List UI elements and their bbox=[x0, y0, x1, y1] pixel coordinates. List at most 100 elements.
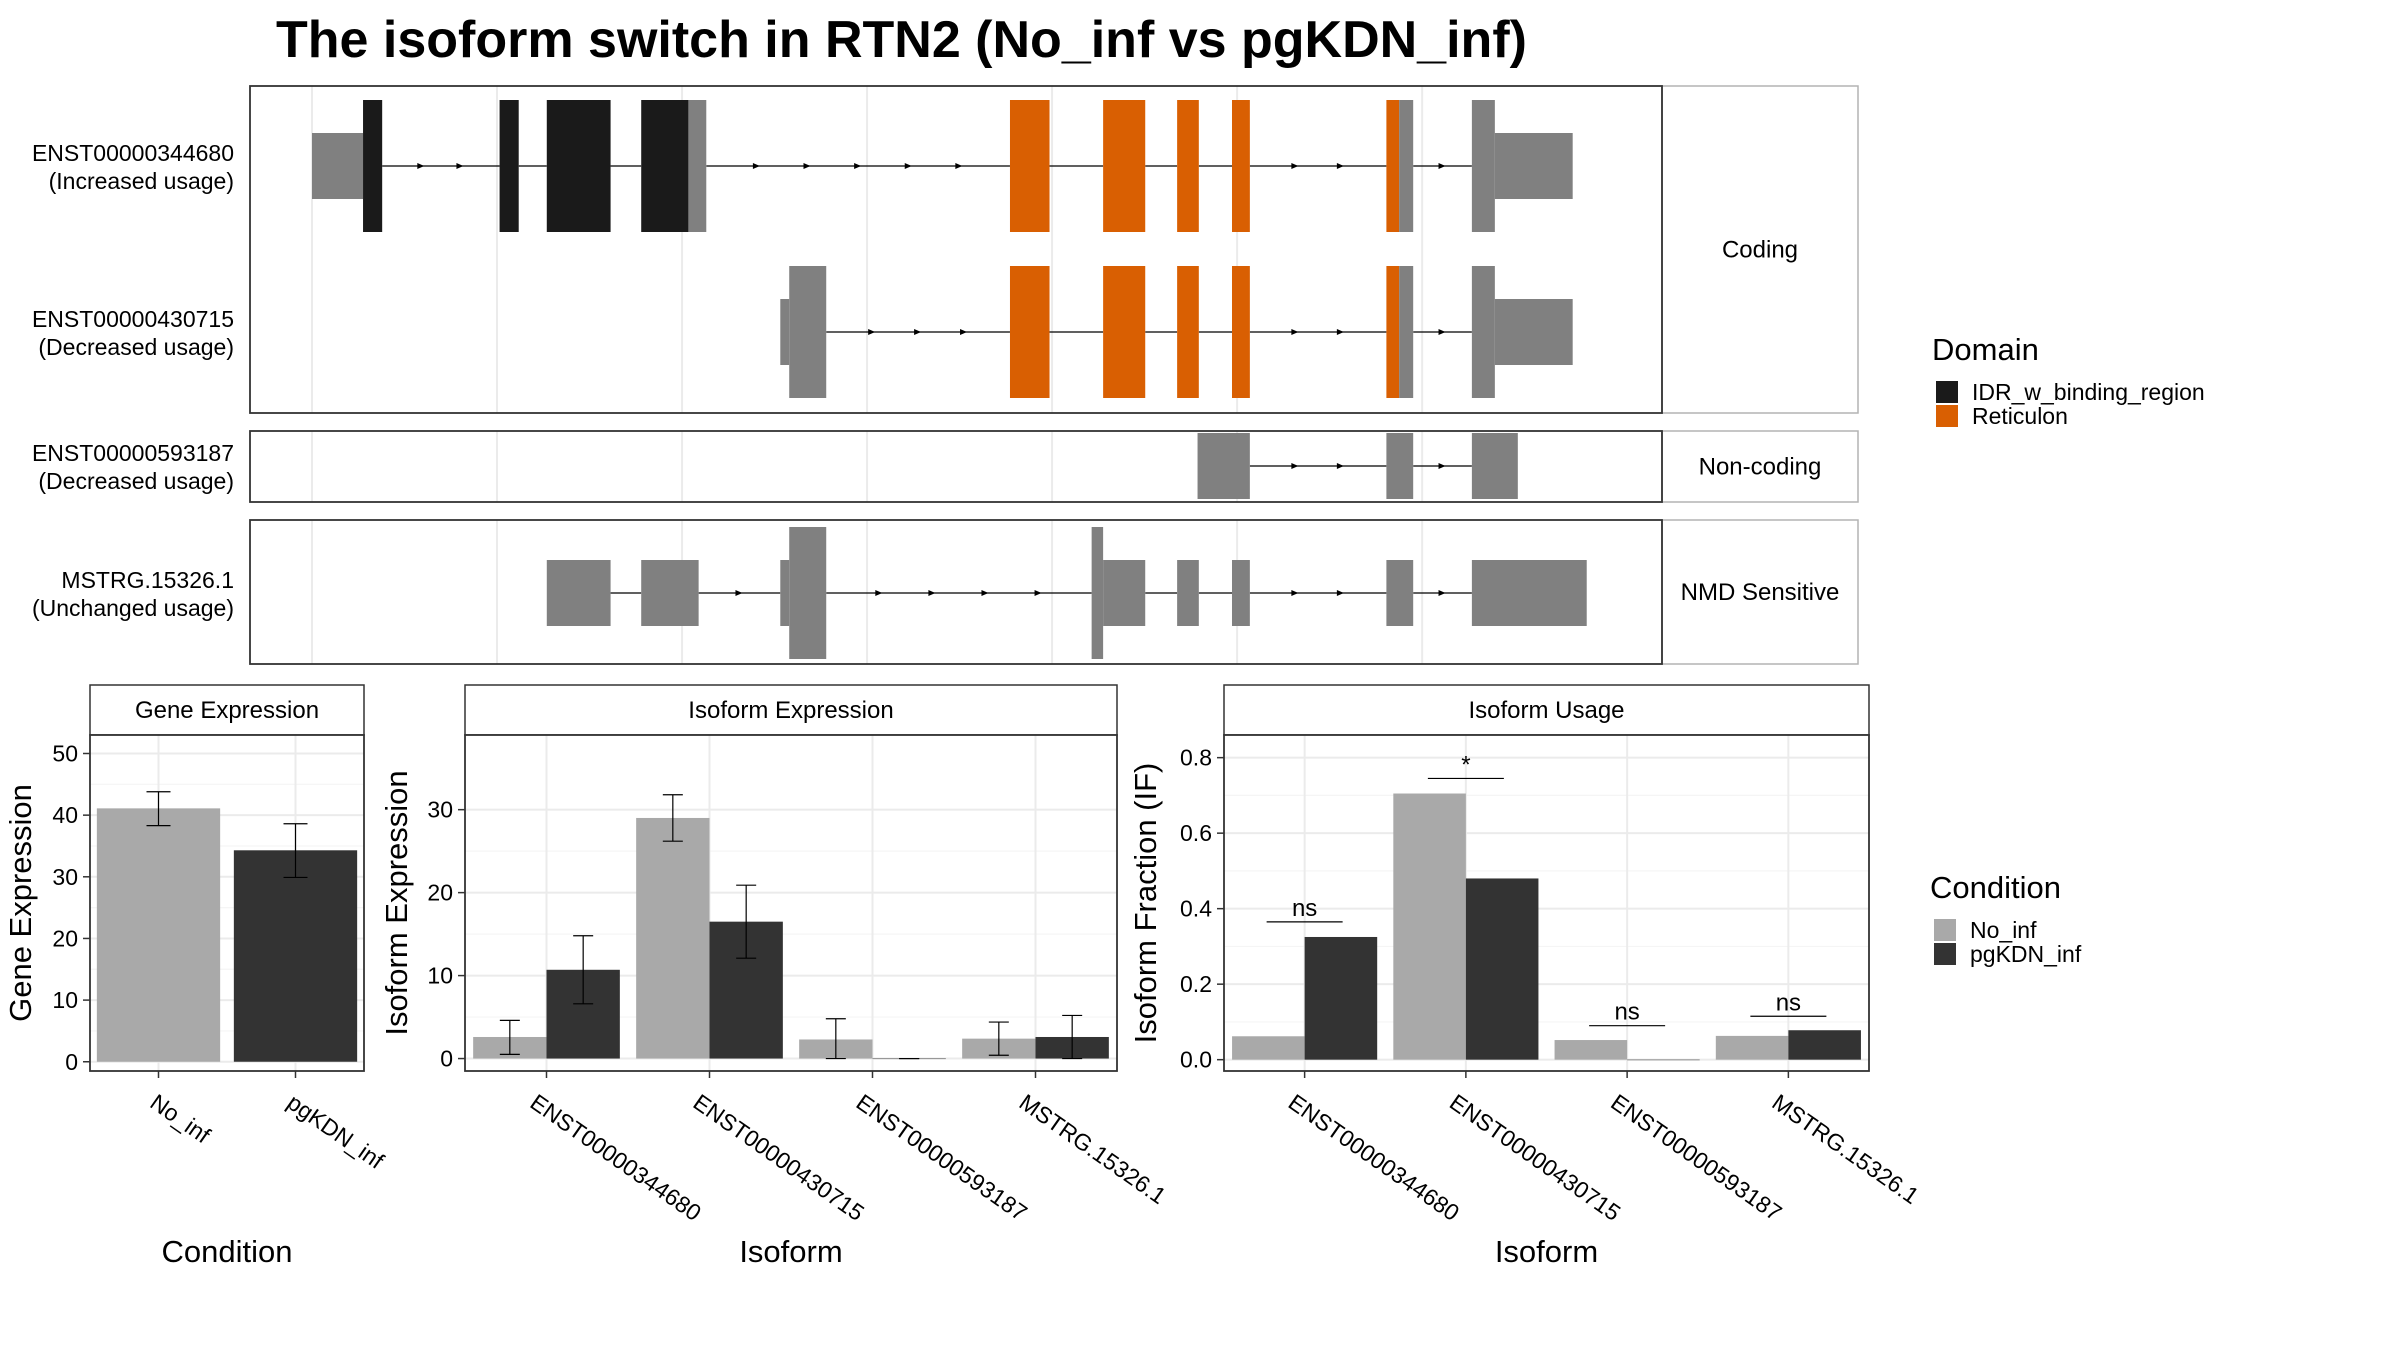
panel-strip-label: Isoform Expression bbox=[688, 697, 893, 724]
intron-arrow bbox=[981, 590, 989, 596]
panel-strip-label: Isoform Usage bbox=[1468, 697, 1624, 724]
transcript-usage-label: (Decreased usage) bbox=[38, 468, 234, 494]
utr-exon bbox=[1471, 433, 1518, 499]
condition-legend-swatch bbox=[1934, 943, 1956, 965]
intron-arrow bbox=[735, 590, 743, 596]
reticulon-domain-exon bbox=[1009, 100, 1050, 232]
y-tick-label: 10 bbox=[427, 963, 453, 989]
coding-exon bbox=[1471, 266, 1495, 398]
intron-arrow bbox=[1438, 590, 1446, 596]
utr-exon bbox=[780, 560, 790, 626]
y-tick-label: 0.0 bbox=[1180, 1047, 1212, 1073]
x-axis-title: Condition bbox=[162, 1234, 293, 1269]
y-tick-label: 40 bbox=[52, 802, 78, 828]
bar-no-inf bbox=[1715, 1035, 1789, 1060]
transcript-id-label: ENST00000430715 bbox=[32, 306, 234, 332]
utr-exon bbox=[546, 560, 611, 626]
intron-arrow bbox=[752, 163, 760, 169]
panel-border bbox=[464, 734, 1118, 1072]
panel-strip bbox=[89, 684, 365, 736]
structure-panel-border bbox=[249, 519, 1663, 665]
transcript-usage-label: (Unchanged usage) bbox=[32, 595, 234, 621]
transcript-usage-label: (Decreased usage) bbox=[38, 334, 234, 360]
figure-title: The isoform switch in RTN2 (No_inf vs pg… bbox=[276, 11, 1527, 69]
transcript-id-label: MSTRG.15326.1 bbox=[61, 567, 234, 593]
coding-exon bbox=[688, 100, 707, 232]
bar-pgkdn-inf bbox=[1465, 878, 1539, 1060]
y-tick-label: 50 bbox=[52, 740, 78, 766]
intron-arrow bbox=[904, 163, 912, 169]
structure-panel-border bbox=[249, 85, 1663, 414]
intron-arrow bbox=[1438, 163, 1446, 169]
y-axis-title: Gene Expression bbox=[3, 784, 38, 1022]
panel-border bbox=[1223, 734, 1870, 1072]
y-tick-label: 0 bbox=[440, 1046, 453, 1072]
intron-arrow bbox=[417, 163, 425, 169]
intron-arrow bbox=[1336, 463, 1344, 469]
utr-exon bbox=[1197, 433, 1250, 499]
intron-arrow bbox=[1291, 329, 1299, 335]
transcript-usage-label: (Increased usage) bbox=[49, 168, 234, 194]
utr-exon bbox=[1494, 133, 1573, 199]
utr-exon bbox=[1177, 560, 1199, 626]
domain-legend-swatch bbox=[1936, 381, 1958, 403]
facet-strip bbox=[1661, 430, 1859, 503]
utr-exon bbox=[312, 133, 364, 199]
y-tick-label: 0 bbox=[65, 1049, 78, 1075]
reticulon-domain-exon bbox=[1103, 266, 1146, 398]
coding-exon bbox=[1091, 527, 1104, 659]
reticulon-domain-exon bbox=[1386, 100, 1400, 232]
utr-exon bbox=[780, 299, 790, 365]
utr-exon bbox=[641, 560, 699, 626]
utr-exon bbox=[1103, 560, 1146, 626]
reticulon-domain-exon bbox=[1231, 266, 1250, 398]
intron-arrow bbox=[456, 163, 464, 169]
x-axis-title: Isoform bbox=[739, 1234, 842, 1269]
idr-domain-exon bbox=[546, 100, 611, 232]
bar-no-inf bbox=[96, 808, 221, 1062]
idr-domain-exon bbox=[641, 100, 689, 232]
y-tick-label: 20 bbox=[427, 880, 453, 906]
reticulon-domain-exon bbox=[1231, 100, 1250, 232]
condition-legend-title: Condition bbox=[1930, 870, 2061, 905]
panel-strip bbox=[1223, 684, 1870, 736]
utr-exon bbox=[1494, 299, 1573, 365]
domain-legend-swatch bbox=[1936, 405, 1958, 427]
y-tick-label: 20 bbox=[52, 925, 78, 951]
idr-domain-exon bbox=[499, 100, 519, 232]
condition-legend-label: No_inf bbox=[1970, 917, 2037, 943]
structure-panel-border bbox=[249, 430, 1663, 503]
y-tick-label: 30 bbox=[427, 797, 453, 823]
y-tick-label: 30 bbox=[52, 864, 78, 890]
coding-exon bbox=[1399, 100, 1414, 232]
bar-no-inf bbox=[1393, 793, 1466, 1060]
y-tick-label: 0.4 bbox=[1180, 896, 1212, 922]
facet-strip bbox=[1661, 85, 1859, 414]
x-axis-title: Isoform bbox=[1495, 1234, 1598, 1269]
bar-no-inf bbox=[1554, 1040, 1628, 1060]
facet-strip-label: Non-coding bbox=[1699, 454, 1822, 481]
intron-arrow bbox=[955, 163, 963, 169]
reticulon-domain-exon bbox=[1177, 100, 1199, 232]
intron-arrow bbox=[1438, 329, 1446, 335]
utr-exon bbox=[1231, 560, 1250, 626]
facet-strip-label: Coding bbox=[1722, 237, 1798, 264]
y-tick-label: 0.8 bbox=[1180, 745, 1212, 771]
idr-domain-exon bbox=[363, 100, 383, 232]
panel-strip bbox=[464, 684, 1118, 736]
utr-exon bbox=[1386, 433, 1414, 499]
coding-exon bbox=[1471, 100, 1495, 232]
intron-arrow bbox=[875, 590, 883, 596]
panel-border bbox=[89, 734, 365, 1072]
reticulon-domain-exon bbox=[1009, 266, 1050, 398]
intron-arrow bbox=[803, 163, 811, 169]
y-tick-label: 10 bbox=[52, 987, 78, 1013]
intron-arrow bbox=[928, 590, 936, 596]
bar-no-inf bbox=[1232, 1036, 1305, 1060]
intron-arrow bbox=[1291, 590, 1299, 596]
intron-arrow bbox=[854, 163, 862, 169]
transcript-id-label: ENST00000344680 bbox=[32, 140, 234, 166]
